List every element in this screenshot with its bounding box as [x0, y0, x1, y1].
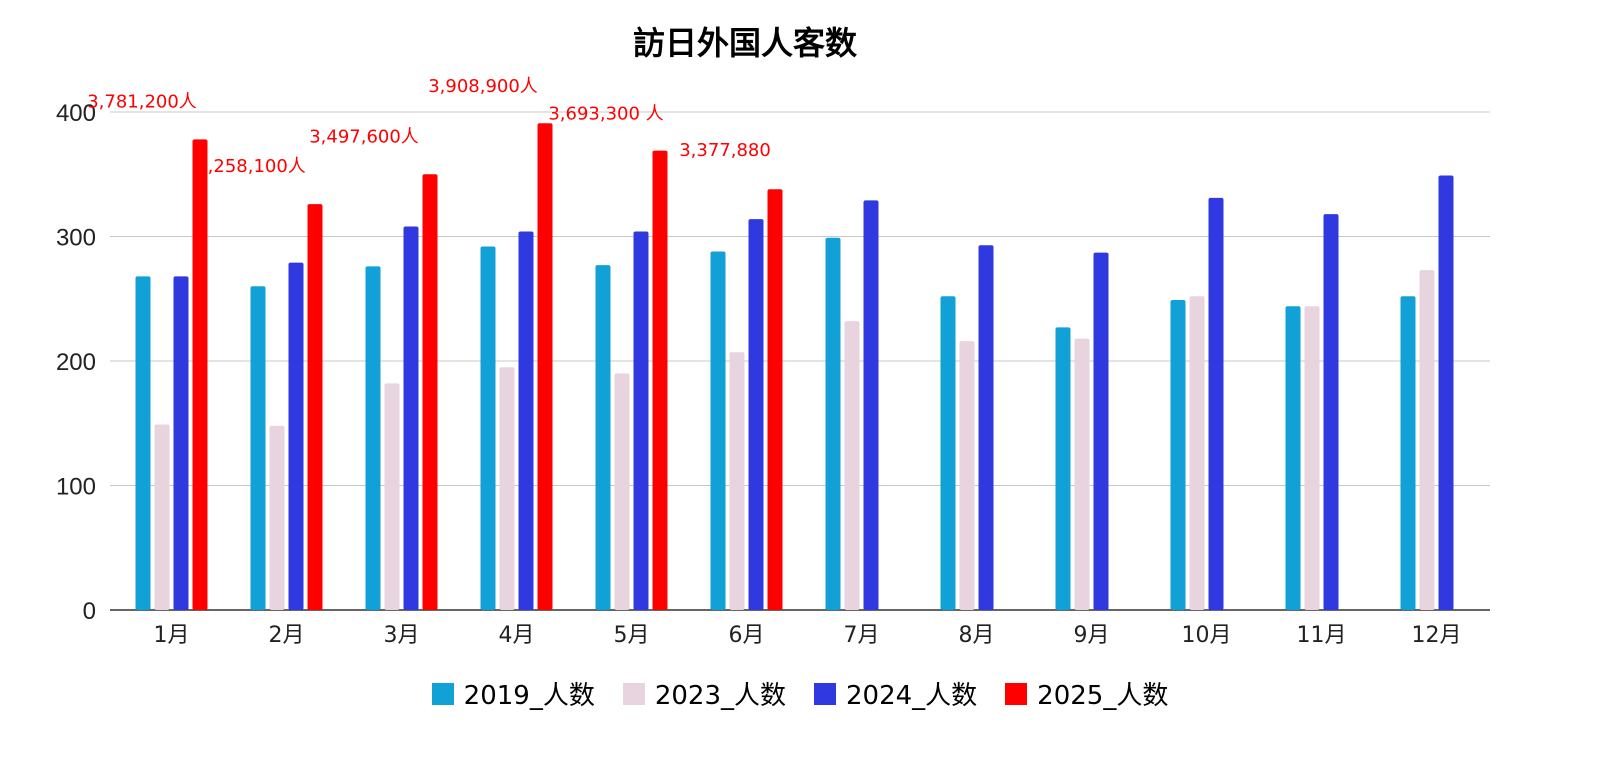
- bar: [537, 123, 553, 610]
- bar: [978, 245, 994, 610]
- x-tick-label: 4月: [499, 623, 535, 648]
- y-tick-label: 0: [83, 598, 96, 625]
- bar: [269, 425, 285, 610]
- bar: [288, 262, 304, 610]
- legend-swatch: [1005, 682, 1028, 705]
- bar: [1074, 338, 1090, 610]
- bar: [173, 276, 189, 610]
- bar: [748, 219, 764, 610]
- legend-item: 2023_人数: [622, 675, 786, 712]
- legend-label: 2023_人数: [654, 681, 786, 711]
- bar: [729, 352, 745, 610]
- legend-label: 2019_人数: [463, 681, 595, 711]
- bar: [940, 296, 956, 610]
- bar: [959, 341, 975, 610]
- legend-swatch: [431, 682, 454, 705]
- bar: [1304, 306, 1320, 610]
- x-tick-label: 10月: [1182, 623, 1232, 648]
- x-tick-label: 12月: [1412, 623, 1462, 648]
- y-tick-label: 100: [56, 474, 96, 501]
- x-tick-label: 7月: [844, 623, 880, 648]
- data-label: 3,258,100人: [196, 156, 306, 177]
- x-tick-label: 3月: [384, 623, 420, 648]
- bar: [595, 265, 611, 610]
- legend-label: 2025_人数: [1037, 681, 1169, 711]
- bar: [1055, 327, 1071, 610]
- bar: [614, 373, 630, 610]
- bar: [1189, 296, 1205, 610]
- bar: [844, 321, 860, 610]
- data-label: 3,497,600人: [309, 126, 419, 147]
- x-tick-label: 9月: [1074, 623, 1110, 648]
- chart-legend: 2019_人数 2023_人数 2024_人数 2025_人数: [0, 675, 1600, 712]
- bar: [365, 266, 381, 610]
- bar: [825, 237, 841, 610]
- x-tick-label: 1月: [154, 623, 190, 648]
- bar: [767, 189, 783, 610]
- bar: [1093, 252, 1109, 610]
- bar: [384, 383, 400, 610]
- data-label: 3,377,880: [679, 140, 771, 161]
- bar: [250, 286, 266, 610]
- data-label: 3,781,200人: [87, 91, 197, 112]
- bar: [652, 150, 668, 610]
- bar: [1438, 175, 1454, 610]
- x-tick-label: 11月: [1297, 623, 1347, 648]
- legend-label: 2024_人数: [846, 681, 978, 711]
- x-tick-label: 6月: [729, 623, 765, 648]
- bar: [403, 226, 419, 611]
- data-label: 3,693,300 人: [548, 104, 663, 125]
- x-tick-label: 2月: [269, 623, 305, 648]
- bar: [1208, 197, 1224, 610]
- bar: [499, 367, 515, 610]
- bar: [422, 174, 438, 610]
- legend-swatch: [622, 682, 645, 705]
- bar: [135, 276, 151, 610]
- bar: [192, 139, 208, 610]
- chart-plot-area: 0 100 200 300 400 1月 2月 3月 4月 5月 6月 7月 8月 9月 10月 11月 12月…: [56, 76, 1490, 648]
- chart-title: 訪日外国人客数: [632, 24, 857, 62]
- bar: [1170, 299, 1186, 610]
- y-tick-label: 300: [56, 225, 96, 252]
- y-tick-label: 400: [56, 100, 96, 127]
- x-tick-label: 5月: [614, 623, 650, 648]
- bar: [154, 424, 170, 610]
- bar: [307, 204, 323, 610]
- legend-item: 2024_人数: [814, 675, 977, 712]
- bar: [1285, 306, 1301, 610]
- bar: [710, 251, 726, 610]
- y-tick-label: 200: [56, 349, 96, 376]
- data-label: 3,908,900人: [428, 76, 538, 97]
- bar: [1323, 214, 1339, 610]
- legend-swatch: [814, 682, 836, 705]
- bar: [480, 246, 496, 610]
- legend-item: 2025_人数: [1005, 675, 1168, 712]
- bar: [1419, 270, 1435, 610]
- bar: [863, 200, 879, 610]
- legend-item: 2019_人数: [431, 675, 595, 712]
- bar: [518, 231, 534, 610]
- bar: [1400, 296, 1416, 610]
- bar: [633, 231, 649, 610]
- x-tick-label: 8月: [959, 623, 995, 648]
